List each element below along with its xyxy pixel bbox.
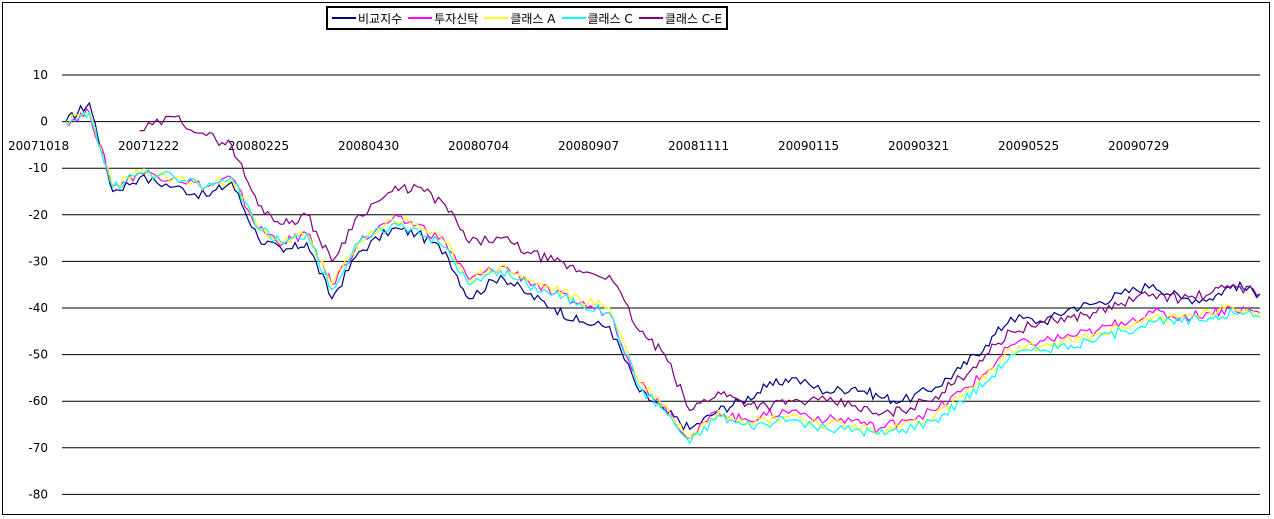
- x-tick-label: 20090115: [778, 139, 839, 153]
- x-tick-label: 20090729: [1108, 139, 1169, 153]
- legend-swatch: [332, 17, 356, 19]
- y-tick-label: 10: [33, 68, 48, 82]
- x-tick-label: 20071018: [8, 139, 69, 153]
- y-axis-tick-labels: 10 0 -10 -20 -30 -40 -50 -60 -70 -80: [28, 68, 48, 501]
- legend-item-4: 클래스 C-E: [638, 10, 723, 27]
- legend-item-0: 비교지수: [332, 10, 402, 27]
- y-tick-label: -80: [28, 487, 48, 501]
- legend-label: 클래스 A: [510, 11, 556, 26]
- legend: 비교지수 투자신탁 클래스 A 클래스 C 클래스 C-E: [326, 6, 729, 30]
- y-tick-label: -30: [28, 254, 48, 268]
- y-tick-label: -50: [28, 348, 48, 362]
- x-tick-label: 20081111: [668, 139, 729, 153]
- x-tick-label: 20090321: [888, 139, 949, 153]
- legend-label: 투자신탁: [434, 11, 479, 26]
- y-tick-label: -20: [28, 208, 48, 222]
- y-tick-label: 0: [40, 115, 48, 129]
- y-tick-label: -10: [28, 161, 48, 175]
- legend-item-3: 클래스 C: [561, 10, 633, 27]
- x-tick-label: 20080430: [338, 139, 399, 153]
- series-line-1: [65, 107, 1261, 440]
- series-line-3: [65, 110, 1261, 445]
- grid-lines: [62, 74, 1260, 495]
- x-tick-label: 20080907: [558, 139, 619, 153]
- series-line-2: [65, 111, 1261, 440]
- x-tick-label: 20080704: [448, 139, 509, 153]
- y-tick-label: -70: [28, 441, 48, 455]
- legend-swatch: [561, 17, 586, 19]
- legend-label: 비교지수: [358, 11, 403, 26]
- legend-swatch: [484, 17, 509, 19]
- legend-label: 클래스 C-E: [664, 11, 723, 26]
- legend-item-1: 투자신탁: [408, 10, 478, 27]
- x-axis-tick-labels: 20071018 20071222 20080225 20080430 20080704…: [8, 139, 1169, 153]
- x-tick-label: 20090525: [998, 139, 1059, 153]
- series-lines: [65, 101, 1261, 445]
- series-line-4: [139, 114, 1261, 418]
- y-tick-label: -60: [28, 394, 48, 408]
- x-tick-label: 20080225: [228, 139, 289, 153]
- legend-label: 클래스 C: [587, 11, 633, 26]
- x-tick-label: 20071222: [118, 139, 179, 153]
- y-tick-label: -40: [28, 301, 48, 315]
- legend-swatch: [638, 17, 663, 19]
- legend-swatch: [408, 17, 433, 19]
- legend-item-2: 클래스 A: [484, 10, 556, 27]
